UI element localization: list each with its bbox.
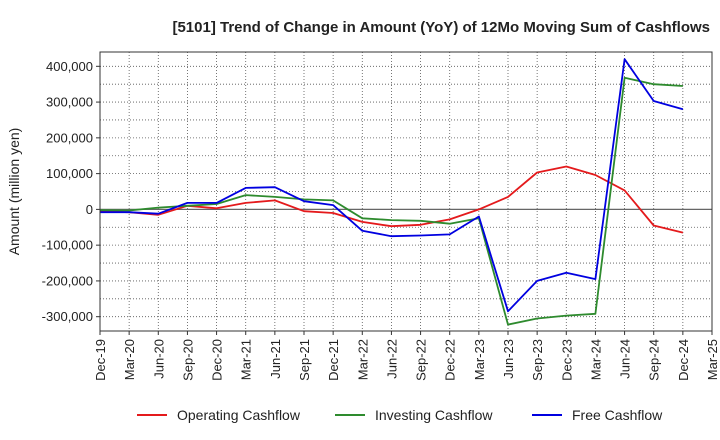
y-tick-label: 200,000 <box>46 130 93 145</box>
x-tick-label: Sep-22 <box>414 339 429 381</box>
y-tick-label: 300,000 <box>46 95 93 110</box>
investing-cashflow-legend-label: Investing Cashflow <box>375 407 493 423</box>
x-tick-label: Dec-19 <box>93 339 108 381</box>
x-tick-label: Mar-23 <box>472 339 487 380</box>
operating-cashflow-legend-label: Operating Cashflow <box>177 407 301 423</box>
x-tick-label: Dec-21 <box>326 339 341 381</box>
x-tick-label: Mar-24 <box>588 339 603 380</box>
plot-frame <box>99 51 713 332</box>
y-tick-label: -200,000 <box>42 273 93 288</box>
free-cashflow-line <box>100 58 684 313</box>
series-layer <box>99 58 684 326</box>
y-tick-label: -100,000 <box>42 238 93 253</box>
grid-layer <box>99 52 713 331</box>
x-tick-label: Dec-24 <box>676 339 691 381</box>
x-tick-label: Mar-25 <box>705 339 720 380</box>
free-cashflow-legend-label: Free Cashflow <box>572 407 663 423</box>
x-tick-label: Dec-23 <box>559 339 574 381</box>
investing-cashflow-line <box>99 76 683 326</box>
x-tick-label: Dec-20 <box>210 339 225 381</box>
operating-cashflow-line <box>99 165 684 234</box>
y-tick-labels: 400,000 300,000 200,000 100,000 0 -100,000 -20… <box>42 59 100 324</box>
x-tick-labels: Dec-19 Mar-20 Jun-20 Sep-20 Dec-20 Mar-21 Jun-… <box>93 331 720 381</box>
x-tick-label: Jun-21 <box>268 339 283 379</box>
chart-title: [5101] Trend of Change in Amount (YoY) o… <box>172 19 710 36</box>
x-tick-label: Jun-22 <box>384 339 399 379</box>
x-tick-label: Mar-21 <box>239 339 254 380</box>
x-tick-label: Sep-20 <box>180 339 195 381</box>
x-tick-label: Mar-22 <box>355 339 370 380</box>
y-tick-label: 400,000 <box>46 59 93 74</box>
x-tick-label: Jun-23 <box>501 339 516 379</box>
x-tick-label: Jun-20 <box>151 339 166 379</box>
x-tick-label: Sep-23 <box>530 339 545 381</box>
y-axis-label: Amount (million yen) <box>6 128 22 256</box>
y-tick-label: 100,000 <box>46 166 93 181</box>
x-tick-label: Dec-22 <box>443 339 458 381</box>
x-tick-label: Sep-21 <box>297 339 312 381</box>
x-tick-label: Sep-24 <box>647 339 662 381</box>
x-tick-label: Mar-20 <box>122 339 137 380</box>
x-tick-label: Jun-24 <box>618 339 633 379</box>
legend: Operating Cashflow Investing Cashflow Free… <box>137 407 663 423</box>
y-tick-label: 0 <box>86 202 93 217</box>
y-tick-label: -300,000 <box>42 309 93 324</box>
